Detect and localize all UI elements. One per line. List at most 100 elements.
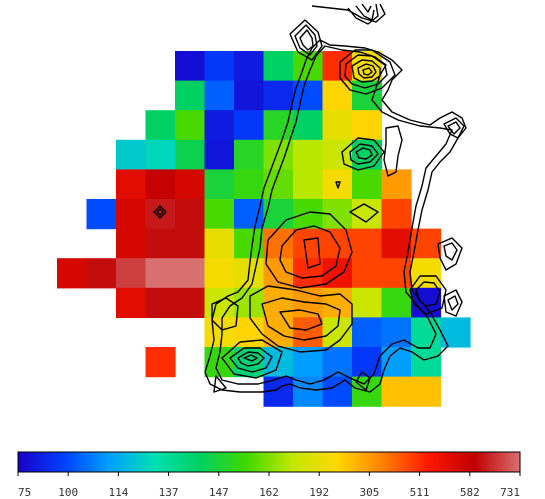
colorbar-tick-label-0: 75 <box>18 486 31 499</box>
heatmap-cell-74 <box>381 258 412 289</box>
contour-line <box>383 125 403 177</box>
heatmap-cell-77 <box>145 287 176 318</box>
colorbar-tick-label-5: 162 <box>259 486 279 499</box>
heatmap-cell-84 <box>352 287 383 318</box>
colorbar: 75 100 114 137 147 162 192 305 511 582 731 <box>17 451 521 499</box>
heatmap-cell-11 <box>293 80 324 111</box>
heatmap-cell-35 <box>234 169 265 200</box>
heatmap-cell-67 <box>175 258 206 289</box>
heatmap-cell-56 <box>234 228 265 259</box>
heatmap-cell-78 <box>175 287 206 318</box>
heatmap-cell-33 <box>175 169 206 200</box>
heatmap-cell-107 <box>322 376 353 407</box>
heatmap-cell-103 <box>381 347 412 378</box>
heatmap-cell-102 <box>352 347 383 378</box>
heatmap-cell-54 <box>175 228 206 259</box>
contour-line <box>447 295 459 311</box>
heatmap-cell-46 <box>234 199 265 230</box>
contour-line <box>204 39 467 393</box>
heatmap-cell-75 <box>411 258 442 289</box>
heatmap-cell-44 <box>175 199 206 230</box>
heatmap-cell-12 <box>322 80 353 111</box>
contour-line <box>211 297 239 331</box>
heatmap-cell-17 <box>234 110 265 141</box>
contour-line <box>243 354 258 362</box>
colorbar-tick-label-4: 147 <box>209 486 229 499</box>
contour-line <box>335 181 341 189</box>
colorbar-tick-label-3: 137 <box>159 486 179 499</box>
colorbar-tick-label-7: 305 <box>359 486 379 499</box>
contour-line <box>339 49 396 95</box>
heatmap-cell-48 <box>293 199 324 230</box>
heatmap-cell-14 <box>145 110 176 141</box>
heatmap-cell-91 <box>322 317 353 348</box>
heatmap-cell-41 <box>86 199 117 230</box>
heatmap-cell-42 <box>116 199 147 230</box>
colorbar-tick-label-9: 582 <box>460 486 480 499</box>
heatmap-cell-80 <box>234 287 265 318</box>
contour-line <box>279 225 341 279</box>
heatmap-cell-96 <box>145 347 176 378</box>
contour-line <box>221 339 283 379</box>
heatmap-cell-76 <box>116 287 147 318</box>
heatmap-cell-40 <box>381 169 412 200</box>
colorbar-gradient <box>17 451 521 473</box>
contour-line <box>447 121 461 135</box>
colorbar-tick-label-1: 100 <box>58 486 78 499</box>
heatmap-cell-109 <box>381 376 412 407</box>
contour-line <box>261 297 341 341</box>
heatmap-cell-55 <box>204 228 235 259</box>
contour-line <box>357 63 377 79</box>
heatmap-cell-63 <box>57 258 88 289</box>
contour-line <box>443 117 465 139</box>
contour-line <box>415 281 441 307</box>
heatmap-cell-60 <box>352 228 383 259</box>
contour-line <box>237 351 265 367</box>
heatmap-cell-94 <box>411 317 442 348</box>
heatmap-cell-95 <box>440 317 471 348</box>
heatmap-cell-90 <box>293 317 324 348</box>
heatmap-cells <box>57 51 471 407</box>
contour-line <box>437 237 463 271</box>
contour-line <box>229 347 273 373</box>
heatmap-cell-16 <box>204 110 235 141</box>
heatmap-cell-92 <box>352 317 383 348</box>
contour-line <box>443 289 463 317</box>
heatmap-cell-25 <box>204 139 235 170</box>
heatmap-cell-50 <box>352 199 383 230</box>
heatmap-cell-3 <box>263 51 294 82</box>
contour-line <box>344 54 388 89</box>
contour-line <box>294 24 318 56</box>
heatmap-cell-21 <box>352 110 383 141</box>
heatmap-cell-31 <box>116 169 147 200</box>
heatmap-cell-110 <box>411 376 442 407</box>
colorbar-tick-label-8: 511 <box>410 486 430 499</box>
contour-line <box>303 237 321 269</box>
heatmap-cell-81 <box>263 287 294 318</box>
contour-line <box>311 3 386 25</box>
contour-line <box>351 59 381 83</box>
heatmap-cell-18 <box>263 110 294 141</box>
heatmap-cell-20 <box>322 110 353 141</box>
heatmap-cell-73 <box>352 258 383 289</box>
contour-line <box>156 208 164 216</box>
heatmap-cell-71 <box>293 258 324 289</box>
heatmap-cell-61 <box>381 228 412 259</box>
heatmap-cell-24 <box>175 139 206 170</box>
contour-line <box>355 371 371 391</box>
contour-lines <box>153 3 467 393</box>
heatmap-cell-51 <box>381 199 412 230</box>
heatmap-cell-26 <box>234 139 265 170</box>
heatmap-cell-87 <box>204 317 235 348</box>
colorbar-tick-label-6: 192 <box>309 486 329 499</box>
heatmap-cell-7 <box>175 80 206 111</box>
heatmap-cell-83 <box>322 287 353 318</box>
heatmap-cell-52 <box>116 228 147 259</box>
heatmap-cell-79 <box>204 287 235 318</box>
contour-line <box>249 285 353 353</box>
contour-line <box>341 137 385 171</box>
heatmap-cell-2 <box>234 51 265 82</box>
heatmap-cell-22 <box>116 139 147 170</box>
contour-line <box>213 375 227 393</box>
